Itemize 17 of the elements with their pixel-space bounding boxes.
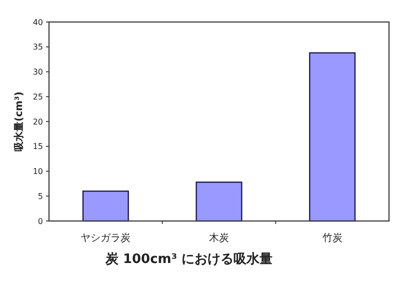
x-tick-label: 竹炭	[322, 232, 342, 244]
y-tick-label: 40	[32, 18, 43, 27]
text: 炭 100cm³ における吸水量	[104, 252, 273, 267]
y-tick-label: 20	[32, 117, 43, 126]
bar	[196, 182, 242, 222]
y-axis-title: 吸水量(cm³)	[13, 92, 25, 152]
y-tick-label: 35	[32, 42, 43, 52]
x-tick-label: ヤシガラ炭	[80, 232, 131, 244]
x-tick-label: 木炭	[209, 232, 229, 244]
y-tick-label: 30	[32, 68, 43, 77]
y-tick-label: 15	[32, 142, 43, 152]
y-tick-label: 10	[32, 167, 43, 176]
y-tick-label: 0	[38, 216, 43, 226]
y-tick-label: 5	[38, 192, 43, 201]
bar	[309, 52, 356, 222]
bar	[82, 190, 129, 222]
y-tick-label: 25	[32, 92, 43, 102]
